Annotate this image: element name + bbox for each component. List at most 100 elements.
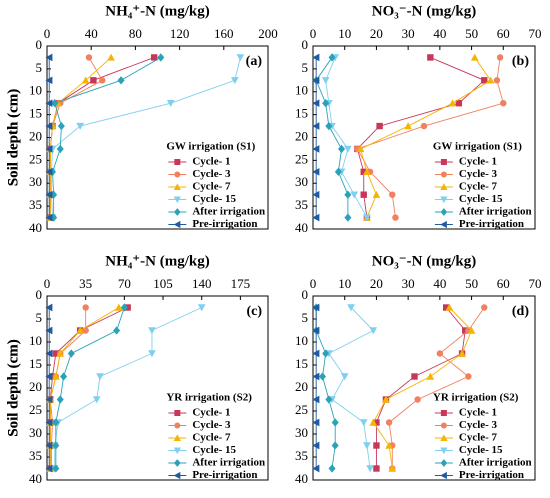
legend-title: YR irrigation (S2): [433, 392, 519, 404]
data-point: [404, 122, 412, 130]
data-point: [331, 441, 339, 450]
data-point: [45, 464, 53, 473]
data-point: [231, 77, 239, 85]
legend-marker: [440, 447, 448, 455]
data-point: [52, 418, 60, 427]
data-point: [455, 99, 463, 107]
data-point: [325, 121, 333, 131]
legend-label: Cycle- 3: [192, 168, 231, 180]
y-tick-label: 25: [29, 151, 42, 166]
legend-marker: [173, 220, 181, 229]
legend-marker: [440, 220, 447, 229]
legend-title: GW irrigation (S1): [166, 141, 255, 153]
y-tick-label: 15: [29, 106, 42, 121]
data-point: [312, 145, 320, 153]
x-tick-label: 40: [433, 26, 446, 41]
legend-label: Cycle- 1: [459, 156, 497, 168]
data-point: [426, 372, 435, 380]
data-point: [85, 54, 93, 61]
x-tick-label: 105: [153, 276, 173, 291]
data-point: [148, 350, 156, 358]
legend-label: After irrigation: [459, 206, 532, 218]
data-point: [389, 191, 396, 198]
x-tick-label: 80: [129, 26, 142, 41]
y-tick-label: 30: [295, 425, 308, 440]
data-point: [363, 214, 371, 222]
data-point: [51, 99, 59, 108]
legend-marker: [440, 159, 447, 165]
data-point: [344, 213, 352, 222]
x-tick-label: 40: [433, 276, 446, 291]
x-tick-label: 30: [402, 26, 415, 41]
data-point: [45, 395, 53, 404]
data-point: [493, 77, 501, 84]
y-tick-label: 30: [295, 174, 308, 189]
data-point: [52, 464, 60, 473]
data-point: [52, 350, 60, 357]
data-point: [49, 167, 57, 176]
x-tick-label: 175: [231, 276, 251, 291]
legend-label: Cycle- 7: [192, 181, 231, 193]
y-tick-label: 20: [29, 379, 42, 394]
data-point: [107, 53, 115, 61]
chart-title: NH₄⁺-N (mg/kg): [105, 253, 210, 269]
data-point: [312, 372, 320, 381]
legend-marker: [440, 196, 448, 204]
data-point: [372, 190, 381, 198]
legend-marker: [173, 434, 181, 441]
data-point: [81, 76, 90, 84]
x-tick-label: 120: [170, 26, 190, 41]
data-point: [500, 99, 507, 107]
data-point: [76, 122, 84, 130]
legend-marker: [440, 183, 448, 190]
legend-marker: [174, 422, 181, 429]
data-point: [236, 54, 245, 62]
data-point: [56, 395, 64, 404]
data-point: [448, 99, 457, 107]
x-tick-label: 0: [310, 26, 317, 41]
y-tick-label: 10: [295, 83, 308, 98]
x-tick-label: 20: [370, 276, 383, 291]
legend-label: Cycle- 7: [459, 181, 498, 193]
data-point: [312, 303, 320, 312]
y-tick-label: 0: [302, 287, 309, 302]
y-tick-label: 20: [295, 128, 308, 143]
data-point: [369, 327, 378, 335]
data-point: [114, 303, 123, 311]
data-point: [338, 144, 346, 154]
data-point: [344, 145, 352, 153]
legend-label: Cycle- 15: [459, 193, 503, 205]
data-point: [52, 441, 60, 450]
y-tick-label: 15: [295, 106, 308, 121]
y-tick-label: 5: [36, 310, 43, 325]
y-tick-label: 10: [29, 333, 42, 348]
data-point: [363, 442, 371, 450]
data-point: [76, 326, 84, 334]
data-point: [427, 54, 434, 61]
data-point: [481, 77, 488, 84]
y-axis-label: Soil depth (cm): [5, 89, 21, 187]
legend-marker: [174, 410, 181, 416]
data-point: [414, 396, 421, 403]
data-point: [120, 303, 128, 312]
data-point: [373, 419, 380, 426]
panel-label: (c): [246, 304, 262, 319]
y-tick-label: 25: [29, 402, 42, 417]
data-point: [92, 396, 101, 404]
data-point: [157, 53, 165, 62]
data-point: [45, 372, 53, 381]
x-tick-label: 50: [465, 26, 478, 41]
data-point: [82, 304, 89, 311]
data-point: [56, 349, 65, 357]
legend-marker: [173, 471, 181, 480]
chart-title: NH₄⁺-N (mg/kg): [105, 3, 210, 19]
data-point: [350, 191, 359, 199]
legend-label: Cycle- 15: [192, 193, 236, 205]
y-tick-label: 5: [36, 60, 43, 75]
data-point: [96, 373, 104, 381]
legend-title: GW irrigation (S1): [433, 141, 522, 153]
legend-marker: [174, 171, 181, 178]
x-tick-label: 35: [79, 276, 92, 291]
y-tick-label: 35: [295, 197, 308, 212]
